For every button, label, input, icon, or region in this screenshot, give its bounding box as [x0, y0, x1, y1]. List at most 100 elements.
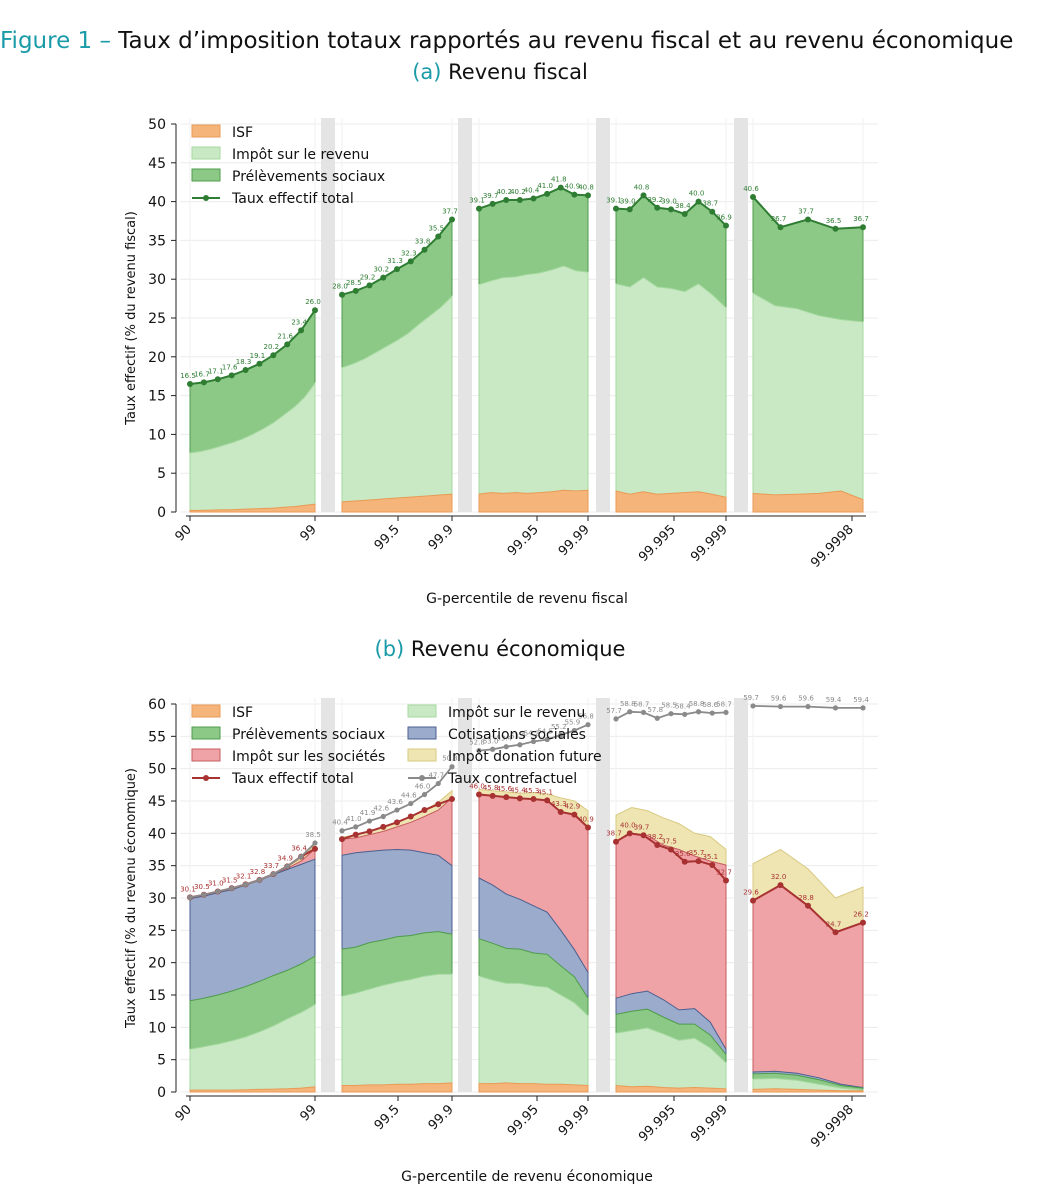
- legend: ISF Impôt sur le revenu Prélèvements socia…: [191, 124, 385, 207]
- label-cf-seg2-0: 52.8: [469, 739, 485, 747]
- label-total-seg0-7: 21.6: [277, 332, 293, 340]
- label-cf-seg0-9: 38.5: [305, 831, 321, 839]
- label-cf-seg1-7: 47.7: [428, 772, 444, 780]
- marker-total-seg2-7: [571, 811, 578, 818]
- marker-total-seg0-9: [312, 845, 318, 852]
- marker-total-seg0-2: [214, 376, 221, 383]
- x-axis-label: G-percentile de revenu fiscal: [426, 591, 628, 607]
- marker-cf-seg1-5: [408, 800, 414, 807]
- area-ir-seg2: [478, 975, 589, 1093]
- marker-cf-seg4-4: [860, 705, 866, 711]
- segment-gap-2: [596, 118, 610, 512]
- segment-gap-3: [734, 118, 748, 512]
- y-tick-label-40: 40: [148, 195, 166, 211]
- label-cf-seg4-2: 59.6: [798, 695, 814, 703]
- area-ir-seg0: [189, 381, 316, 513]
- label-total-seg2-1: 39.7: [483, 192, 499, 200]
- label-cf-seg1-4: 43.6: [387, 798, 403, 806]
- marker-cf-seg1-0: [339, 828, 345, 834]
- marker-cf-seg2-5: [544, 736, 550, 743]
- marker-cf-seg1-7: [435, 780, 441, 787]
- label-total-seg2-6: 41.8: [551, 176, 567, 184]
- label-total-seg3-1: 40.0: [620, 821, 636, 829]
- y-tick-label-0: 0: [157, 505, 166, 521]
- marker-cf-seg3-1: [627, 709, 633, 715]
- marker-total-seg1-8: [449, 216, 455, 223]
- label-total-seg3-7: 35.1: [702, 853, 718, 861]
- marker-total-seg2-5: [544, 797, 551, 804]
- label-total-seg2-5: 41.0: [537, 182, 553, 190]
- segment-gap-0: [321, 118, 335, 512]
- area-isf-seg2: [478, 1082, 589, 1093]
- marker-total-seg1-4: [394, 819, 400, 826]
- label-total-seg4-2: 28.8: [798, 894, 814, 902]
- label-cf-seg1-1: 41.0: [346, 815, 362, 823]
- segment-4: 40.6 36.7 37.7 36.5 36.7: [743, 185, 869, 513]
- marker-total-seg1-6: [421, 807, 428, 814]
- area-ir-seg0: [189, 1003, 316, 1093]
- label-total-seg2-0: 46.0: [469, 783, 485, 791]
- label-total-seg2-3: 40.2: [510, 188, 526, 196]
- y-axis-label: Taux effectif (% du revenu économique): [124, 768, 139, 1029]
- y-tick-label-5: 5: [157, 466, 166, 482]
- line-total-seg0: [189, 309, 316, 385]
- marker-cf-seg2-8: [585, 722, 591, 728]
- label-cf-seg2-3: 53.7: [510, 733, 526, 741]
- label-cf-seg3-7: 58.6: [702, 701, 718, 709]
- marker-total-seg0-1: [200, 379, 207, 386]
- label-total-seg2-7: 42.9: [565, 803, 581, 811]
- label-total-seg2-8: 40.9: [578, 816, 594, 824]
- label-total-seg3-4: 37.5: [661, 838, 677, 846]
- marker-cf-seg2-1: [490, 746, 496, 752]
- chart-revenu-economique: 30.130.531.031.532.132.833.734.936.4 38.5…: [124, 694, 878, 1185]
- x-tick-label-5: 99.99: [556, 522, 593, 559]
- label-total-seg2-2: 45.6: [496, 785, 512, 793]
- marker-total-seg1-1: [352, 287, 359, 294]
- label-total-seg0-4: 18.3: [236, 358, 252, 366]
- segment-2: 39.139.740.240.240.441.041.840.940.8: [469, 176, 594, 513]
- marker-total-seg3-8: [723, 222, 729, 229]
- y-tick-label-55: 55: [148, 729, 166, 745]
- marker-total-seg0-4: [242, 366, 249, 373]
- marker-total-seg4-0: [750, 897, 756, 904]
- x-tick-label-5: 99.99: [556, 1102, 593, 1139]
- marker-total-seg2-0: [476, 205, 482, 212]
- legend-label-total: Taux effectif total: [231, 191, 354, 207]
- legend: ISF Impôt sur le revenu Prélèvements socia…: [191, 704, 602, 787]
- label-total-seg3-6: 40.0: [689, 190, 705, 198]
- marker-total-seg2-8: [585, 192, 591, 199]
- marker-total-seg4-4: [860, 919, 866, 926]
- marker-total-seg4-2: [805, 216, 811, 223]
- label-total-seg2-7: 40.9: [565, 183, 581, 191]
- x-tick-label-1: 99: [298, 522, 320, 544]
- marker-total-seg1-2: [366, 828, 373, 835]
- label-cf-seg1-6: 46.0: [415, 783, 431, 791]
- marker-cf-seg0-9: [312, 840, 318, 846]
- label-cf-seg3-8: 58.7: [716, 700, 732, 708]
- label-total-seg4-2: 37.7: [798, 207, 814, 215]
- label-total-seg3-8: 32.7: [716, 869, 732, 877]
- y-tick-label-50: 50: [148, 117, 166, 133]
- label-total-seg2-5: 45.1: [537, 788, 553, 796]
- legend-label-is: Impôt sur les sociétés: [232, 749, 385, 765]
- marker-total-seg3-8: [723, 877, 729, 884]
- segment-4: 29.6 32.0 28.8 24.7 26.2 59.7 59.6 59.6 59.4 59.4: [743, 694, 869, 1093]
- marker-total-seg3-0: [613, 205, 619, 212]
- label-total-seg1-1: 28.5: [346, 279, 362, 287]
- x-tick-label-6: 99.995: [636, 1102, 679, 1145]
- label-total-seg0-3: 17.6: [222, 363, 238, 371]
- marker-total-seg3-3: [654, 841, 661, 848]
- marker-cf-seg4-1: [777, 703, 784, 710]
- area-ir-seg2: [478, 265, 589, 513]
- label-total-seg0-0: 16.5: [180, 372, 196, 380]
- panel-b-title-text: Revenu économique: [410, 637, 626, 661]
- y-tick-label-10: 10: [148, 1020, 166, 1036]
- label-total-seg0-8: 36.4: [291, 845, 307, 853]
- label-cf-seg3-5: 58.4: [675, 702, 691, 710]
- label-total-seg1-0: 28.0: [332, 283, 348, 291]
- legend-swatch-isf: [191, 704, 221, 718]
- y-tick-label-25: 25: [148, 311, 166, 327]
- label-cf-seg3-3: 57.8: [647, 706, 663, 714]
- marker-total-seg1-4: [394, 266, 400, 273]
- label-cf-seg1-5: 44.6: [401, 792, 417, 800]
